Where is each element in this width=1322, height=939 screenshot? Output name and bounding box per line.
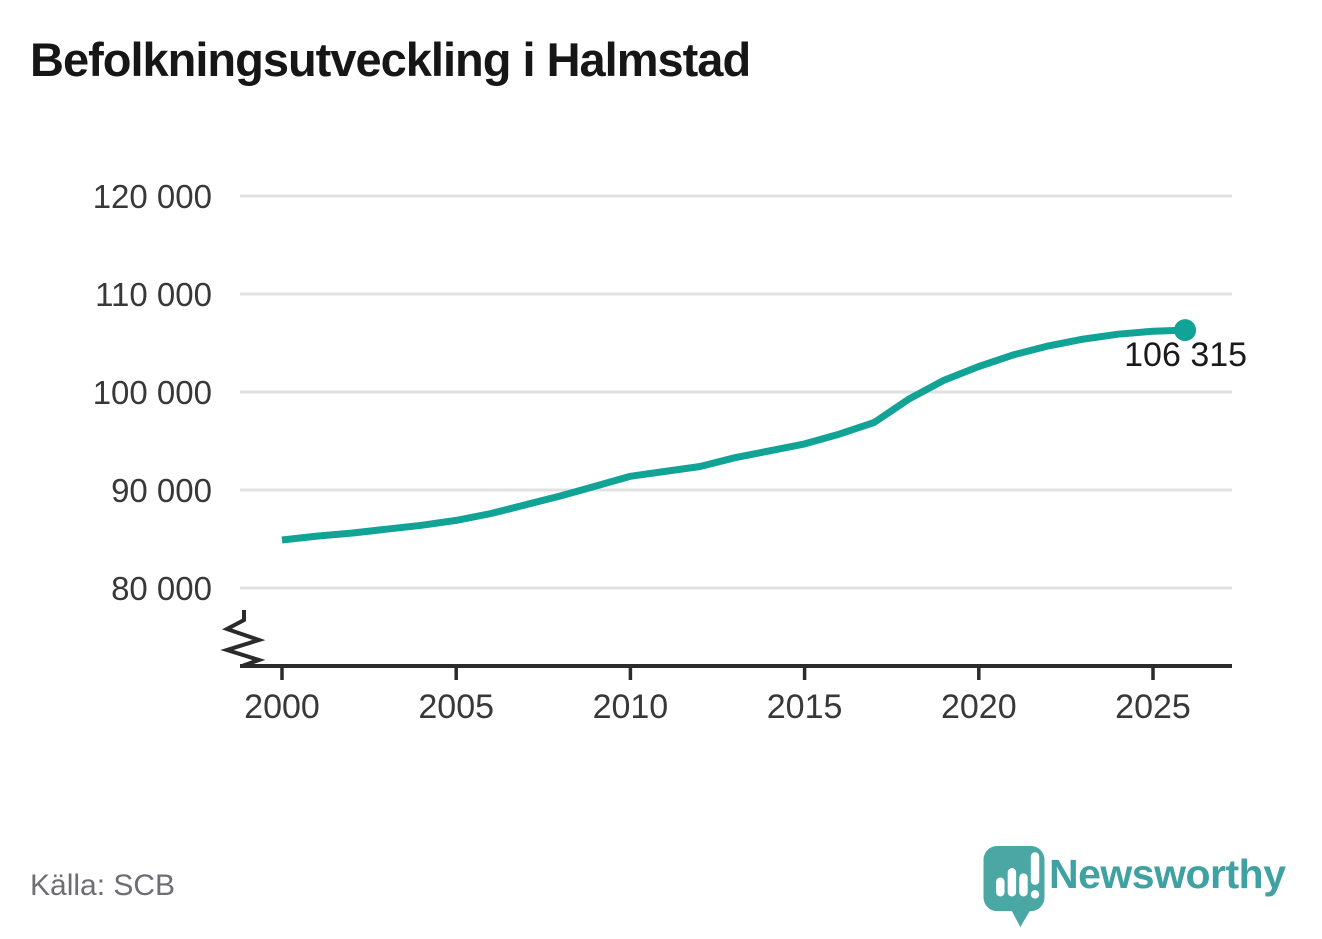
bar-3 xyxy=(1019,873,1028,897)
x-axis-tick-label: 2000 xyxy=(244,688,320,726)
x-axis-tick-label: 2010 xyxy=(593,688,669,726)
y-axis-tick-label: 80 000 xyxy=(111,570,212,607)
chart-title: Befolkningsutveckling i Halmstad xyxy=(30,33,751,86)
exclamation-stem xyxy=(1030,852,1040,885)
y-axis-tick-label: 120 000 xyxy=(93,178,212,215)
source-note: Källa: SCB xyxy=(30,869,176,902)
newsworthy-wordmark: Newsworthy xyxy=(1049,851,1286,897)
bar-1 xyxy=(996,877,1005,897)
newsworthy-logo-icon xyxy=(983,846,1045,927)
exclamation-dot xyxy=(1030,890,1040,899)
y-axis-tick-label: 100 000 xyxy=(93,374,212,411)
y-axis-tick-label: 110 000 xyxy=(95,276,212,313)
bar-2 xyxy=(1007,868,1017,897)
population-line xyxy=(281,326,1186,544)
x-axis-tick-label: 2015 xyxy=(767,688,843,726)
y-axis-tick-label: 90 000 xyxy=(111,472,212,509)
x-axis-tick-label: 2005 xyxy=(418,688,494,726)
x-axis-tick-label: 2025 xyxy=(1115,688,1191,726)
y-axis-break-icon xyxy=(220,610,266,668)
latest-point-marker xyxy=(1174,319,1197,342)
latest-value-label: 106 315 xyxy=(1124,336,1247,374)
x-axis-tick-label: 2020 xyxy=(941,688,1017,726)
